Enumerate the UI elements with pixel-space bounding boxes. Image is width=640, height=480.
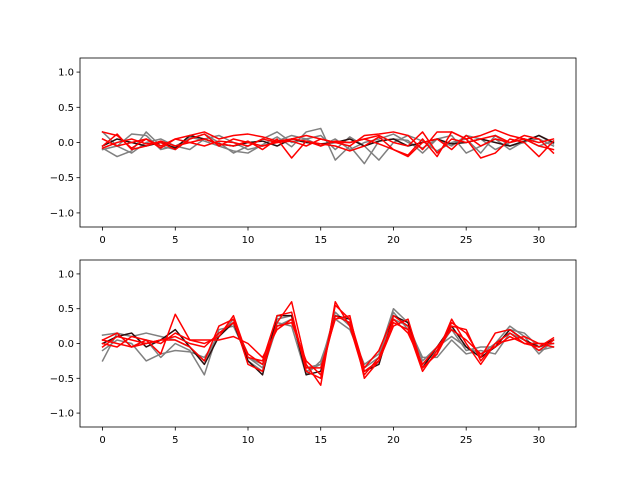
y-tick-label: 0.0 [58, 339, 74, 350]
y-tick-label: 0.0 [58, 138, 74, 149]
x-tick-label: 0 [99, 435, 105, 446]
x-tick-label: 30 [533, 435, 546, 446]
x-tick-label: 5 [172, 435, 178, 446]
series-line-7 [101, 131, 555, 154]
x-tick-label: 15 [314, 235, 327, 246]
y-tick-label: 1.0 [58, 269, 74, 280]
subplot-2: 0 5 10 15 20 25 30 −1.0 −0.5 0.0 0.5 1.0 [50, 259, 577, 446]
y-tick-label: 1.0 [58, 68, 74, 79]
y-tick-label: −0.5 [50, 374, 74, 385]
x-tick-label: 20 [387, 435, 400, 446]
x-tick-label: 25 [460, 235, 473, 246]
subplot-1: 0 5 10 15 20 25 30 −1.0 −0.5 0.0 0.5 1.0 [50, 57, 577, 246]
x-tick-label: 0 [99, 235, 105, 246]
y-tick-label: −1.0 [50, 208, 74, 219]
y-tick-label: −1.0 [50, 409, 74, 420]
x-tick-label: 25 [460, 435, 473, 446]
y-tick-label: −0.5 [50, 173, 74, 184]
series-line-6 [101, 131, 555, 159]
x-tick-label: 20 [387, 235, 400, 246]
y-tick-label: 0.5 [58, 103, 74, 114]
x-tick-label: 30 [533, 235, 546, 246]
series-line-8 [101, 314, 555, 376]
x-tick-label: 10 [242, 435, 255, 446]
series-line-8 [101, 134, 555, 158]
x-tick-label: 10 [242, 235, 255, 246]
y-tick-label: 0.5 [58, 304, 74, 315]
x-tick-label: 15 [314, 435, 327, 446]
x-tick-label: 5 [172, 235, 178, 246]
